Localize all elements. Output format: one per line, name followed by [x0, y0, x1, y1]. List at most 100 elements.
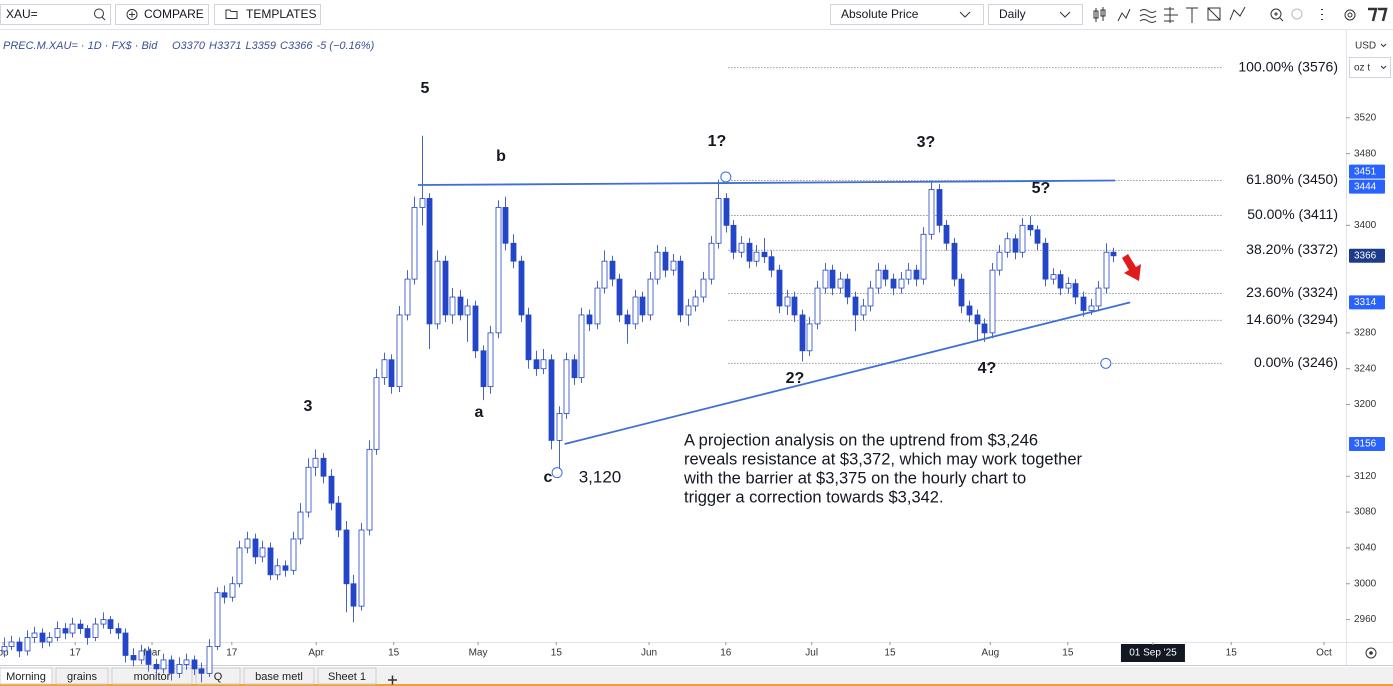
- candle-body: [1, 646, 8, 652]
- candle-body: [867, 287, 874, 307]
- y-tick-label: 2960: [1354, 614, 1377, 625]
- candle-body: [388, 359, 395, 388]
- candle-body: [913, 269, 920, 280]
- candle-body: [738, 242, 745, 253]
- candle-body: [100, 619, 107, 625]
- weight-unit: oz t: [1354, 63, 1370, 74]
- candle-body: [221, 592, 228, 598]
- wave-label: c: [544, 469, 553, 486]
- candle-body: [784, 296, 791, 307]
- anchor-point: [551, 467, 563, 479]
- tab-label: Morning: [6, 671, 46, 683]
- candle-body: [472, 305, 479, 352]
- candle-body: [601, 260, 608, 289]
- candle-body: [746, 242, 753, 262]
- symbol: XAU=: [6, 7, 38, 21]
- x-tick-label: Jun: [641, 648, 657, 659]
- tool-icons[interactable]: [1093, 6, 1388, 23]
- wave-label: a: [475, 404, 484, 421]
- tab[interactable]: [317, 667, 377, 685]
- wave-label: 1?: [708, 133, 727, 150]
- candle-body: [145, 650, 152, 665]
- candle-body: [1080, 296, 1087, 311]
- candle-body: [578, 314, 585, 379]
- price-tag-label: 3366: [1354, 250, 1377, 261]
- candle-body: [905, 269, 912, 280]
- price-tag-label: 3314: [1354, 297, 1377, 308]
- candle-body: [328, 475, 335, 504]
- toolbar: XAU= COMPARE TEMPLATES Absolute Price Da…: [0, 4, 1393, 30]
- anchor-point: [1100, 357, 1112, 369]
- fib-label: 23.60% (3324): [1246, 284, 1338, 300]
- candle-body: [457, 296, 464, 316]
- y-tick-label: 3120: [1354, 471, 1377, 482]
- candle-body: [571, 359, 578, 379]
- add-tab[interactable]: [388, 675, 397, 685]
- tab[interactable]: [0, 667, 53, 685]
- candle-body: [84, 628, 91, 638]
- fib-label: 50.00% (3411): [1247, 206, 1338, 222]
- price-tag-label: 3444: [1354, 181, 1377, 192]
- candle-body: [616, 278, 623, 316]
- interval-select[interactable]: [988, 4, 1083, 25]
- candle-body: [844, 278, 851, 298]
- ohlc-value: H3371: [209, 40, 241, 52]
- candle-body: [442, 260, 449, 316]
- unit-select[interactable]: [1349, 57, 1391, 78]
- candle-body: [229, 583, 236, 598]
- fib-label: 61.80% (3450): [1246, 171, 1338, 187]
- candle-body: [936, 189, 943, 226]
- candle-body: [24, 637, 31, 652]
- annotation-line: A projection analysis on the uptrend fro…: [684, 431, 1038, 449]
- candle-body: [343, 529, 350, 585]
- price-mode-select[interactable]: [830, 4, 984, 25]
- trendline: [418, 179, 1115, 186]
- candle-body: [594, 287, 601, 325]
- fib-label: 0.00% (3246): [1254, 354, 1338, 370]
- candle-body: [16, 641, 23, 652]
- settings-icon[interactable]: [1365, 647, 1377, 659]
- candle-body: [639, 296, 646, 316]
- wave-label: 2?: [786, 370, 805, 387]
- folder-icon: [225, 9, 238, 19]
- candle-body: [1088, 305, 1095, 311]
- tab[interactable]: [55, 667, 109, 685]
- candle-body: [487, 332, 494, 388]
- candle-body: [54, 628, 61, 638]
- candle-body: [1019, 224, 1026, 253]
- templates-label: TEMPLATES: [246, 7, 316, 21]
- search-box[interactable]: [0, 4, 111, 25]
- candle-body: [305, 466, 312, 513]
- compare-label: COMPARE: [144, 7, 204, 21]
- candle-body: [860, 305, 867, 316]
- candle-body: [525, 314, 532, 361]
- tab[interactable]: [243, 667, 315, 685]
- y-tick-label: 3040: [1354, 543, 1377, 554]
- fib-label: 38.20% (3372): [1246, 241, 1338, 257]
- chevron: [1380, 43, 1387, 48]
- candle-body: [198, 668, 205, 674]
- annotation-line: trigger a correction towards $3,342.: [684, 488, 944, 506]
- candle-body: [297, 511, 304, 540]
- candle-body: [875, 269, 882, 289]
- candle-body: [480, 350, 487, 388]
- currency-unit: USD: [1355, 41, 1376, 52]
- candle-body: [989, 269, 996, 334]
- y-tick-label: 3400: [1354, 220, 1377, 231]
- candle-body: [708, 242, 715, 280]
- chevron: [1380, 65, 1387, 70]
- candle-body: [1103, 251, 1110, 289]
- candle-body: [723, 198, 730, 226]
- candle-body: [1072, 283, 1079, 298]
- candle-body: [404, 278, 411, 316]
- candle-body: [122, 632, 129, 656]
- candle-body: [426, 198, 433, 325]
- templates-button[interactable]: [214, 4, 321, 25]
- compare-button[interactable]: [115, 4, 209, 25]
- candle-body: [647, 278, 654, 316]
- chevron: [959, 11, 971, 18]
- wave-label: 3: [304, 398, 313, 415]
- candle-body: [282, 565, 289, 571]
- y-tick-label: 3080: [1354, 507, 1377, 518]
